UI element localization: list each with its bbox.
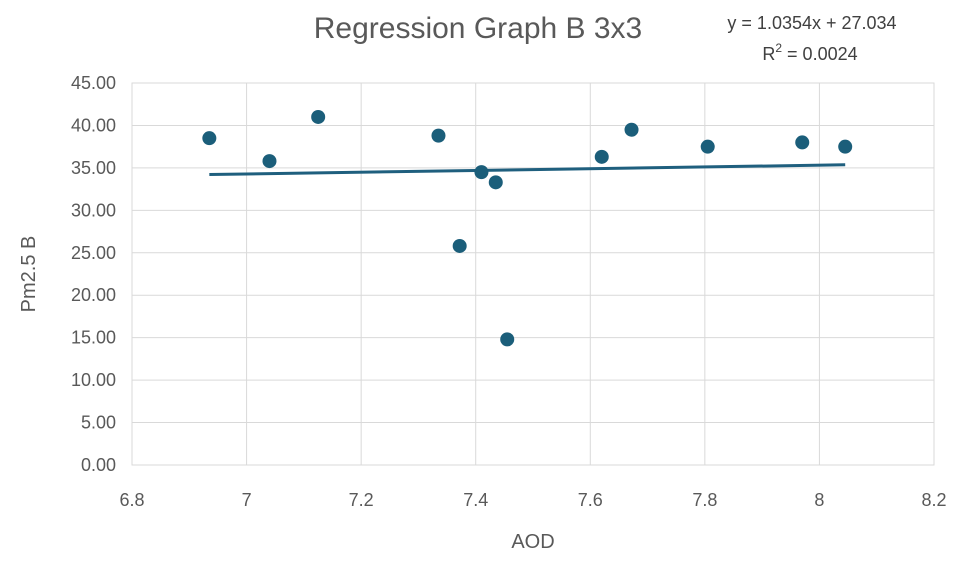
data-point xyxy=(500,332,515,347)
y-tick-label: 45.00 xyxy=(71,73,116,93)
y-tick-label: 0.00 xyxy=(81,455,116,475)
y-tick-label: 30.00 xyxy=(71,200,116,220)
trendline-r-squared: R2 = 0.0024 xyxy=(762,41,857,64)
y-tick-label: 35.00 xyxy=(71,158,116,178)
data-point xyxy=(474,165,489,180)
x-tick-label: 8 xyxy=(814,490,824,510)
trendline-layer xyxy=(209,163,846,177)
x-tick-label: 7 xyxy=(242,490,252,510)
x-tick-label: 7.6 xyxy=(578,490,603,510)
y-axis-ticks: 0.00 5.00 10.00 15.00 20.00 25.00 30.00 35.00 40… xyxy=(71,73,116,475)
y-tick-label: 20.00 xyxy=(71,285,116,305)
y-tick-label: 15.00 xyxy=(71,328,116,348)
gridlines xyxy=(131,82,935,466)
data-point xyxy=(838,139,853,154)
points-layer xyxy=(202,109,853,347)
trendline-equation: y = 1.0354x + 27.034 xyxy=(727,13,896,33)
y-tick-label: 25.00 xyxy=(71,243,116,263)
data-point xyxy=(594,149,609,164)
data-point xyxy=(700,139,715,154)
y-tick-label: 40.00 xyxy=(71,115,116,135)
trendline xyxy=(209,163,846,177)
x-axis-ticks: 6.8 7 7.2 7.4 7.6 7.8 8 8.2 xyxy=(119,490,946,510)
x-tick-label: 7.4 xyxy=(463,490,488,510)
y-axis-title: Pm2.5 B xyxy=(18,236,40,313)
data-point xyxy=(311,109,326,124)
plot-area xyxy=(131,82,935,466)
data-point xyxy=(431,128,446,143)
x-tick-label: 7.2 xyxy=(349,490,374,510)
data-point xyxy=(452,238,467,253)
x-axis-title: AOD xyxy=(511,531,554,553)
data-point xyxy=(624,122,639,137)
x-tick-label: 8.2 xyxy=(921,490,946,510)
x-tick-label: 7.8 xyxy=(692,490,717,510)
chart-title: Regression Graph B 3x3 xyxy=(314,12,643,45)
x-tick-label: 6.8 xyxy=(119,490,144,510)
y-tick-label: 5.00 xyxy=(81,413,116,433)
y-tick-label: 10.00 xyxy=(71,370,116,390)
data-point xyxy=(795,135,810,150)
data-point xyxy=(488,175,503,190)
data-point xyxy=(202,131,217,146)
data-point xyxy=(262,154,277,169)
